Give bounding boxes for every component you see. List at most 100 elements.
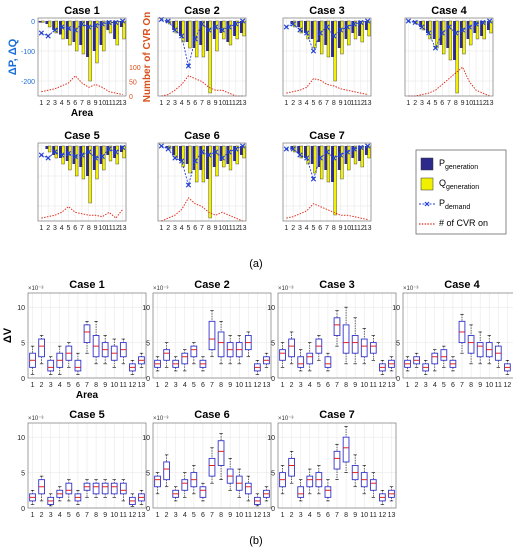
x-tick-label: 3 — [173, 225, 177, 232]
q-generation-bar — [208, 145, 212, 219]
x-tick-label: 11 — [472, 100, 479, 107]
y-exponent-label: ×10⁻³ — [278, 416, 293, 422]
x-tick-label: 13 — [119, 100, 127, 107]
p-generation-bar — [453, 21, 456, 60]
y-tick-label: 0 — [146, 376, 150, 383]
legend-label: Pgeneration — [439, 158, 478, 171]
p-generation-bar — [113, 21, 116, 39]
p-generation-bar — [206, 146, 209, 179]
chart-title: Case 6 — [184, 130, 219, 142]
x-tick-label: 8 — [454, 100, 458, 107]
x-tick-label: 12 — [253, 512, 261, 519]
p-demand-marker — [192, 158, 198, 164]
x-tick-label: 8 — [87, 100, 91, 107]
x-tick-label: 2 — [413, 100, 417, 107]
x-tick-label: 2 — [290, 382, 294, 389]
axes-frame — [277, 422, 397, 509]
x-tick-label: 7 — [335, 512, 339, 519]
x-tick-label: 7 — [335, 382, 339, 389]
box — [476, 342, 484, 358]
x-tick-label: 2 — [40, 512, 44, 519]
p-demand-marker — [426, 30, 432, 36]
x-tick-label: 2 — [165, 382, 169, 389]
panel-b-label: (b) — [249, 535, 262, 547]
p-generation-bar — [331, 21, 334, 57]
x-tick-label: 1 — [39, 225, 43, 232]
x-tick-label: 11 — [245, 512, 252, 519]
chart-title: Case 5 — [69, 409, 104, 421]
p-demand-marker — [179, 158, 185, 164]
chart-title: Case 1 — [64, 5, 99, 17]
p-demand-marker — [297, 27, 303, 33]
p-demand-marker — [92, 22, 99, 29]
p-demand-marker — [212, 24, 219, 30]
box — [297, 356, 305, 368]
x-tick-label: 4 — [183, 512, 187, 519]
x-tick-label: 6 — [73, 225, 77, 232]
p-generation-bar — [99, 21, 103, 45]
p-demand-marker — [86, 24, 92, 30]
y-tick-label: 5 — [21, 471, 25, 478]
chart-title: Case 4 — [444, 279, 480, 291]
x-tick-label: 4 — [308, 512, 312, 519]
x-tick-label: 7 — [460, 382, 464, 389]
p-generation-bar — [459, 21, 463, 48]
x-tick-label: 9 — [214, 225, 218, 232]
p-demand-marker — [226, 149, 232, 155]
p-demand-marker — [165, 18, 171, 24]
legend-swatch — [420, 177, 434, 191]
p-generation-bar — [219, 21, 223, 33]
x-tick-label: 7 — [447, 100, 451, 107]
p-generation-bar — [45, 21, 49, 24]
y-tick-label: 0 — [21, 376, 25, 383]
box — [342, 436, 350, 463]
chart-title: Case 7 — [319, 409, 354, 421]
x-tick-label: 6 — [318, 225, 322, 232]
x-tick-label: 9 — [353, 512, 357, 519]
q-generation-bar — [306, 20, 310, 40]
y-tick-label: 10 — [142, 435, 150, 442]
x-tick-label: 11 — [105, 225, 112, 232]
p-demand-marker — [358, 144, 364, 151]
box — [369, 342, 377, 354]
x-tick-label: 10 — [343, 100, 351, 107]
x-tick-label: 4 — [427, 100, 431, 107]
box — [333, 317, 341, 336]
x-tick-label: 2 — [290, 512, 294, 519]
p-demand-marker — [219, 155, 225, 161]
x-tick-label: 1 — [31, 382, 35, 389]
p-demand-marker — [453, 30, 459, 36]
y-exponent-label: ×10⁻³ — [278, 286, 293, 292]
x-tick-label: 7 — [325, 225, 329, 232]
box — [181, 352, 189, 365]
p-generation-bar — [364, 146, 368, 155]
p-generation-bar — [106, 21, 110, 30]
x-tick-label: 12 — [232, 100, 240, 107]
x-tick-label: 3 — [53, 100, 57, 107]
p-generation-bar — [79, 21, 83, 45]
p-generation-bar — [358, 21, 361, 36]
x-tick-label: 6 — [201, 512, 205, 519]
x-tick-label: 13 — [239, 225, 247, 232]
p-demand-marker — [199, 21, 205, 27]
x-tick-label: 5 — [67, 100, 71, 107]
p-generation-bar — [58, 146, 62, 158]
y-tick-label: 5 — [146, 341, 150, 348]
axes-frame — [277, 292, 397, 379]
p-demand-marker — [158, 143, 164, 149]
box — [208, 320, 216, 351]
x-tick-label: 6 — [73, 100, 77, 107]
x-tick-label: 6 — [318, 100, 322, 107]
p-demand-marker — [310, 48, 317, 54]
axes-frame — [157, 142, 247, 222]
x-tick-label: 5 — [442, 382, 446, 389]
y-tick-label: 10 — [267, 305, 275, 312]
x-tick-label: 9 — [94, 225, 98, 232]
x-tick-label: 13 — [388, 512, 396, 519]
left-y-tick-label: -200 — [21, 79, 35, 86]
q-generation-bar — [47, 20, 52, 28]
